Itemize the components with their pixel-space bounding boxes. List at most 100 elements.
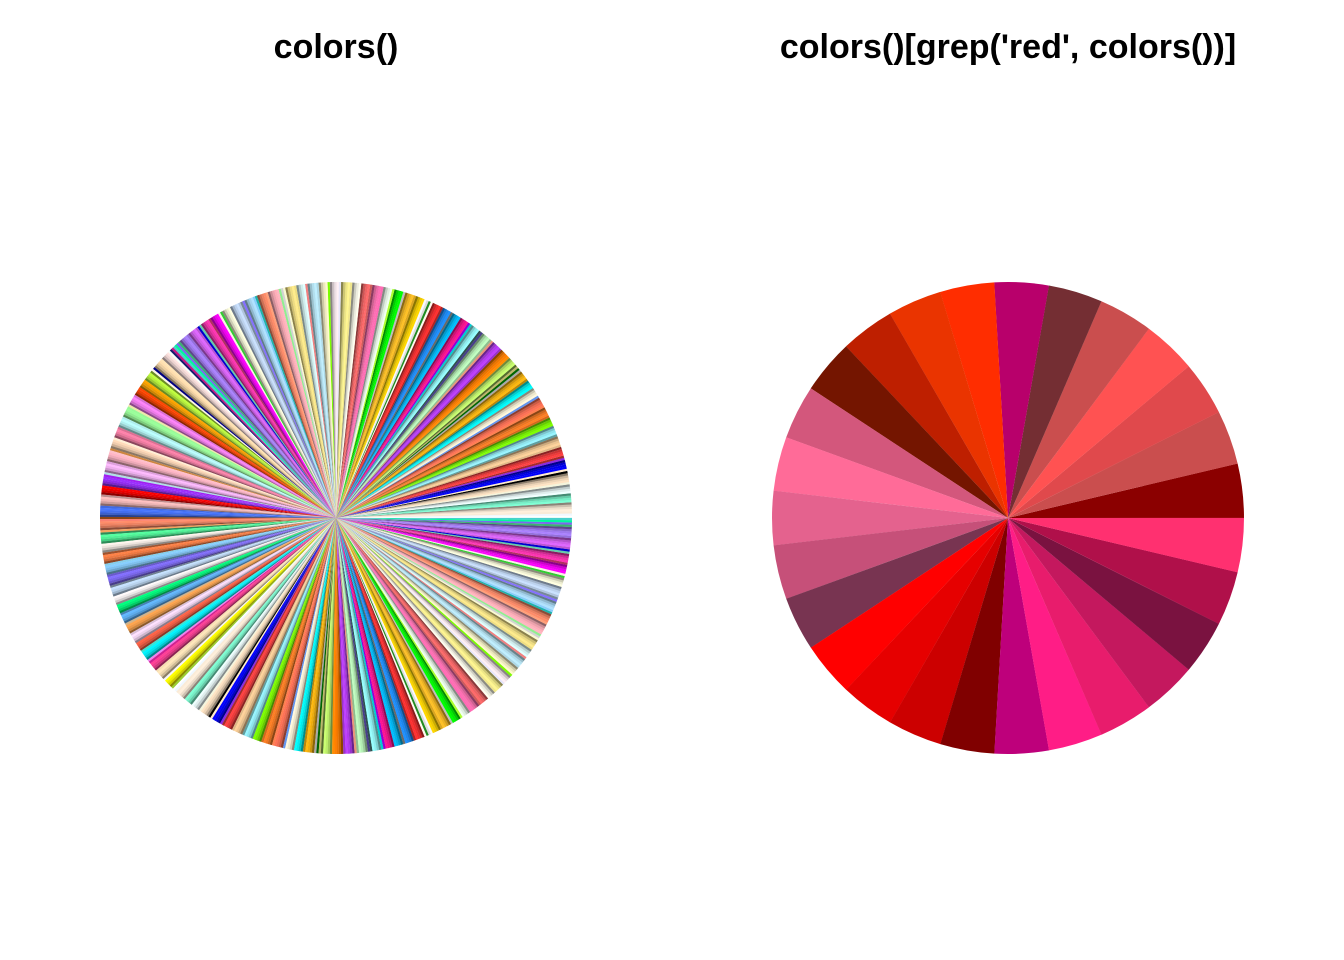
pie-slice <box>202 518 336 715</box>
pie-slice <box>336 518 456 723</box>
pie-slice <box>146 376 336 518</box>
pie-slice <box>300 518 336 752</box>
pie-slice <box>131 398 336 518</box>
pie-slice <box>256 294 336 518</box>
pie-slice <box>336 325 474 518</box>
pie-slice <box>278 518 336 748</box>
pie-slice <box>169 348 336 518</box>
pie-slice <box>336 518 478 709</box>
pie-slice <box>772 490 1008 546</box>
pie-slice <box>143 379 336 518</box>
pie-slice <box>135 518 336 646</box>
pie-slice <box>208 318 336 518</box>
pie-slice <box>336 375 526 518</box>
pie-slice <box>336 431 557 518</box>
pie-slice <box>291 518 336 751</box>
pie-slice <box>336 427 555 518</box>
pie-slice <box>125 518 336 628</box>
pie-slice <box>336 518 465 718</box>
pie-slice <box>151 368 336 518</box>
pie-slice <box>994 282 1049 518</box>
pie-slice <box>248 298 336 518</box>
pie-slice <box>126 406 336 518</box>
pie-slice <box>336 284 375 518</box>
pie-slice <box>250 297 336 518</box>
pie-slice <box>108 454 336 518</box>
pie-slice <box>184 518 336 701</box>
pie-slice <box>216 518 336 723</box>
pie-slice <box>223 309 336 518</box>
pie-slice <box>336 518 471 714</box>
pie-slice <box>336 518 523 665</box>
pie-slice <box>198 324 336 518</box>
pie-slice <box>200 518 336 713</box>
pie-slice <box>336 327 478 518</box>
pie-slice <box>1008 366 1219 518</box>
pie-slice <box>336 453 564 518</box>
pie-slice <box>100 501 336 518</box>
pie-slice <box>231 518 336 731</box>
pie-slice <box>336 518 508 682</box>
pie-slice <box>336 442 561 518</box>
pie-slice <box>108 518 337 584</box>
pie-slice <box>168 518 336 686</box>
pie-slice <box>336 518 516 674</box>
pie-slice <box>210 317 336 518</box>
pie-slice <box>219 518 336 725</box>
pie-slice <box>121 518 337 620</box>
pie-slice <box>200 323 336 518</box>
pie-slice <box>278 288 336 518</box>
pie-slice <box>336 429 556 518</box>
pie-slice <box>336 518 543 635</box>
pie-slice <box>336 518 419 740</box>
pie-slice <box>99 516 336 520</box>
pie-slice <box>336 321 469 518</box>
pie-slice <box>110 518 336 591</box>
pie-slice <box>336 518 436 734</box>
pie-slice <box>336 291 406 518</box>
pie-slice <box>123 412 336 518</box>
pie-slice <box>254 295 336 518</box>
pie-slice <box>261 518 336 743</box>
pie-slice <box>336 518 448 728</box>
pie-slice <box>100 514 336 518</box>
pie-slice <box>101 492 337 518</box>
pie-slice <box>336 518 553 615</box>
pie-slice <box>336 518 438 733</box>
pie-slice <box>302 518 336 752</box>
pie-slice <box>336 336 489 518</box>
pie-slice <box>172 518 336 691</box>
pie-slice <box>336 285 382 518</box>
pie-slice <box>336 518 545 631</box>
pie-slice <box>336 518 423 739</box>
pie-slice <box>305 518 336 753</box>
pie-slice <box>109 447 337 518</box>
pie-slice <box>325 518 336 754</box>
pie-slice <box>296 518 336 751</box>
pie-slice <box>238 518 336 734</box>
pie-slice <box>206 319 336 518</box>
pie-slice <box>336 518 564 585</box>
pie-slice <box>131 518 336 638</box>
pie-slice <box>336 300 429 518</box>
pie-slice <box>106 518 336 576</box>
pie-slice <box>336 307 446 518</box>
pie-slice <box>142 381 336 518</box>
pie-slice <box>336 409 547 518</box>
pie-slice <box>176 518 336 694</box>
pie-slice <box>890 518 1008 745</box>
pie-slice <box>336 518 568 568</box>
pie-slice <box>336 376 527 518</box>
pie-slice <box>202 321 336 518</box>
pie-slice <box>1008 517 1244 573</box>
pie-slice <box>336 282 351 518</box>
pie-slice <box>120 420 336 518</box>
pie-slice <box>171 347 336 518</box>
pie-slice <box>336 518 502 688</box>
pie-slice <box>336 285 377 518</box>
pie-slice <box>289 518 336 750</box>
pie-slice <box>336 399 542 518</box>
pie-slice <box>107 518 336 580</box>
pie-slice <box>336 289 399 518</box>
pie-slice <box>336 518 542 637</box>
